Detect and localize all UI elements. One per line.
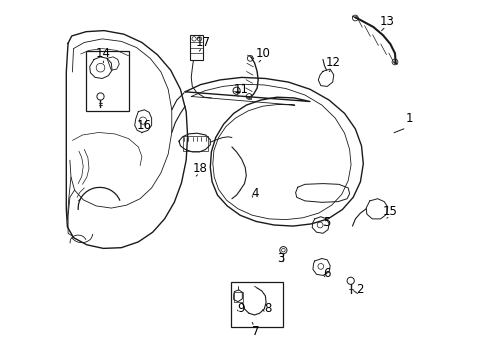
Text: 12: 12 xyxy=(325,57,340,69)
Bar xyxy=(230,282,283,327)
Text: 2: 2 xyxy=(355,283,363,296)
Text: 8: 8 xyxy=(264,302,271,315)
Text: 1: 1 xyxy=(405,112,412,125)
Text: 5: 5 xyxy=(323,216,330,229)
Text: 14: 14 xyxy=(96,47,111,60)
Text: 13: 13 xyxy=(379,15,393,28)
Bar xyxy=(183,136,207,151)
Text: 10: 10 xyxy=(255,47,270,60)
Bar xyxy=(233,292,242,302)
Text: 16: 16 xyxy=(137,119,152,132)
Text: 4: 4 xyxy=(251,187,259,200)
Bar xyxy=(86,51,128,111)
Text: 17: 17 xyxy=(195,36,210,49)
Text: 3: 3 xyxy=(277,252,285,265)
Text: 11: 11 xyxy=(233,83,248,96)
Text: 7: 7 xyxy=(251,325,259,338)
Bar xyxy=(189,35,203,60)
Text: 18: 18 xyxy=(193,162,207,175)
Text: 15: 15 xyxy=(382,205,397,218)
Text: 9: 9 xyxy=(237,302,244,315)
Text: 6: 6 xyxy=(323,267,330,280)
